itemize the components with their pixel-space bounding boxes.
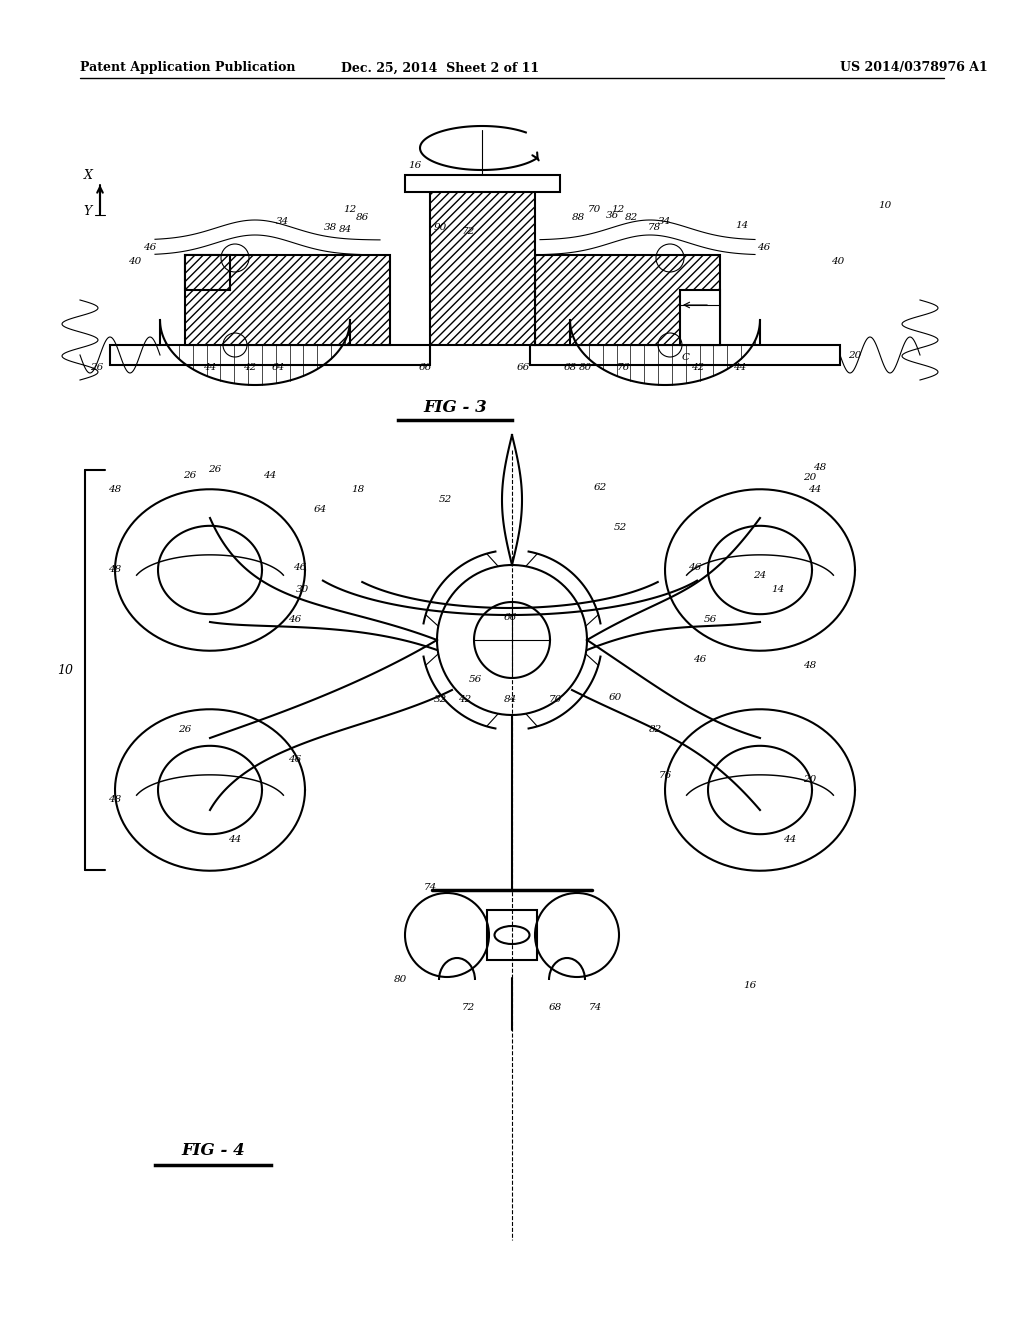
Text: 44: 44 <box>808 486 821 495</box>
Text: 52: 52 <box>613 524 627 532</box>
Text: 26: 26 <box>178 726 191 734</box>
Text: 70: 70 <box>549 696 561 705</box>
Text: 70: 70 <box>588 206 601 214</box>
Text: 46: 46 <box>688 564 701 573</box>
Text: 56: 56 <box>468 676 481 685</box>
Polygon shape <box>430 180 535 345</box>
Text: US 2014/0378976 A1: US 2014/0378976 A1 <box>840 62 988 74</box>
Polygon shape <box>185 255 230 290</box>
Text: 46: 46 <box>143 243 157 252</box>
Text: 46: 46 <box>289 615 302 624</box>
Text: 46: 46 <box>293 564 306 573</box>
Text: 86: 86 <box>355 214 369 223</box>
Text: 26: 26 <box>90 363 103 372</box>
Text: 34: 34 <box>657 218 671 227</box>
Text: 46: 46 <box>758 243 771 252</box>
Text: 48: 48 <box>109 486 122 495</box>
Text: 20: 20 <box>848 351 861 359</box>
Text: 40: 40 <box>128 257 141 267</box>
Text: 30: 30 <box>296 586 309 594</box>
Text: 74: 74 <box>589 1003 602 1012</box>
Text: 48: 48 <box>109 796 122 804</box>
Text: 38: 38 <box>324 223 337 232</box>
Text: 68: 68 <box>549 1003 561 1012</box>
Text: 46: 46 <box>289 755 302 764</box>
Text: Dec. 25, 2014  Sheet 2 of 11: Dec. 25, 2014 Sheet 2 of 11 <box>341 62 539 74</box>
Text: 80: 80 <box>579 363 592 372</box>
Text: 62: 62 <box>593 483 606 492</box>
Text: 26: 26 <box>183 470 197 479</box>
Text: 44: 44 <box>733 363 746 372</box>
Text: 12: 12 <box>611 206 625 214</box>
Text: 66: 66 <box>419 363 432 372</box>
Text: 14: 14 <box>735 220 749 230</box>
Polygon shape <box>680 290 720 345</box>
Text: 60: 60 <box>608 693 622 702</box>
Text: 84: 84 <box>338 226 351 235</box>
Text: FIG - 3: FIG - 3 <box>423 399 486 416</box>
Text: 76: 76 <box>658 771 672 780</box>
Text: FIG - 4: FIG - 4 <box>181 1142 245 1159</box>
Text: 78: 78 <box>647 223 660 232</box>
Text: 66: 66 <box>504 614 517 623</box>
Text: 40: 40 <box>831 257 845 267</box>
Text: 14: 14 <box>771 586 784 594</box>
Text: 74: 74 <box>423 883 436 892</box>
Text: 48: 48 <box>804 660 816 669</box>
Text: 34: 34 <box>275 218 289 227</box>
Text: 72: 72 <box>462 1003 475 1012</box>
Polygon shape <box>535 255 720 345</box>
Text: Y: Y <box>84 205 92 218</box>
Text: 82: 82 <box>648 726 662 734</box>
Text: 64: 64 <box>271 363 285 372</box>
Text: 44: 44 <box>783 836 797 845</box>
Text: 52: 52 <box>438 495 452 504</box>
Text: 90: 90 <box>433 223 446 232</box>
Text: 18: 18 <box>351 486 365 495</box>
Text: 64: 64 <box>313 506 327 515</box>
Text: 68: 68 <box>563 363 577 372</box>
Text: 20: 20 <box>804 474 816 483</box>
Text: 42: 42 <box>691 363 705 372</box>
Text: 44: 44 <box>228 836 242 845</box>
Text: 46: 46 <box>693 656 707 664</box>
Text: 10: 10 <box>879 201 892 210</box>
Text: 44: 44 <box>204 363 217 372</box>
Text: 48: 48 <box>813 463 826 473</box>
Text: 36: 36 <box>605 210 618 219</box>
Polygon shape <box>185 255 390 345</box>
Text: 20: 20 <box>804 776 816 784</box>
Text: 26: 26 <box>208 466 221 474</box>
Text: X: X <box>84 169 92 182</box>
Text: Patent Application Publication: Patent Application Publication <box>80 62 296 74</box>
Text: 42: 42 <box>244 363 257 372</box>
Text: 24: 24 <box>754 570 767 579</box>
Text: 82: 82 <box>625 214 638 223</box>
Text: 44: 44 <box>263 470 276 479</box>
Text: 32: 32 <box>433 696 446 705</box>
Text: 48: 48 <box>109 565 122 574</box>
Text: 72: 72 <box>462 227 475 236</box>
Text: 42: 42 <box>459 696 472 705</box>
Polygon shape <box>406 176 560 191</box>
Text: 66: 66 <box>516 363 529 372</box>
Text: 84: 84 <box>504 696 517 705</box>
Text: 16: 16 <box>409 161 422 169</box>
Text: 10: 10 <box>57 664 73 676</box>
Text: C: C <box>682 354 690 363</box>
Text: 56: 56 <box>703 615 717 624</box>
Text: 80: 80 <box>393 975 407 985</box>
Text: 16: 16 <box>743 981 757 990</box>
Text: 12: 12 <box>343 206 356 214</box>
Text: 76: 76 <box>616 363 630 372</box>
Text: 88: 88 <box>571 214 585 223</box>
